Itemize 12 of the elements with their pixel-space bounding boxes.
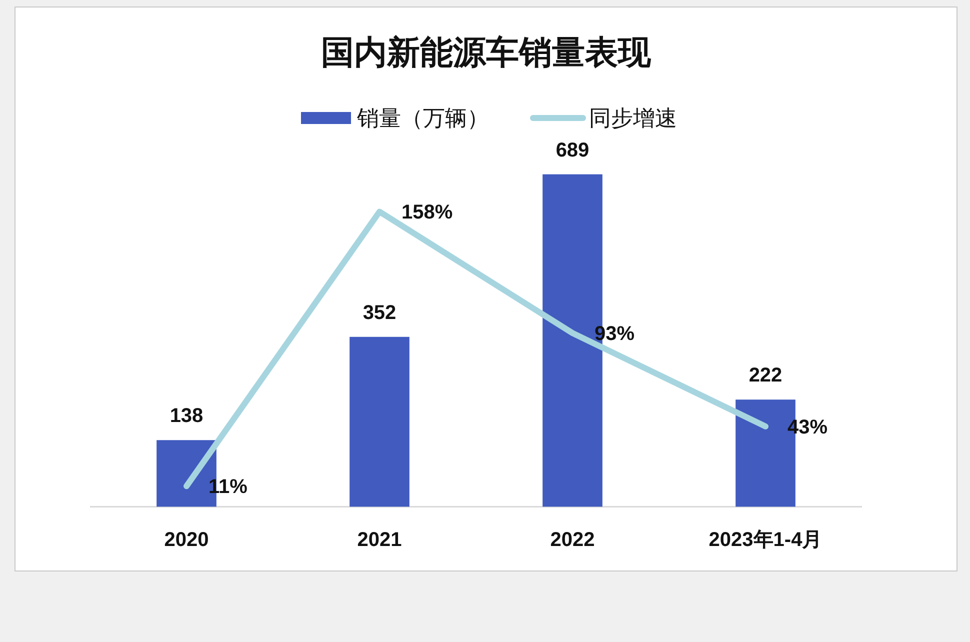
data-label: 138 xyxy=(170,405,204,428)
x-tick-label: 2021 xyxy=(357,529,402,551)
legend-label: 销量（万辆） xyxy=(357,106,489,130)
data-label: 158% xyxy=(402,202,453,224)
data-label: 222 xyxy=(748,364,782,387)
title: 国内新能源车销量表现 xyxy=(321,34,651,70)
x-tick-label: 2023年1-4月 xyxy=(708,529,822,551)
data-label: 689 xyxy=(556,139,590,162)
data-label: 352 xyxy=(362,302,396,324)
x-tick-label: 2022 xyxy=(550,529,595,551)
x-tick-label: 2020 xyxy=(164,529,209,551)
legend-label: 同步增速 xyxy=(589,106,677,130)
